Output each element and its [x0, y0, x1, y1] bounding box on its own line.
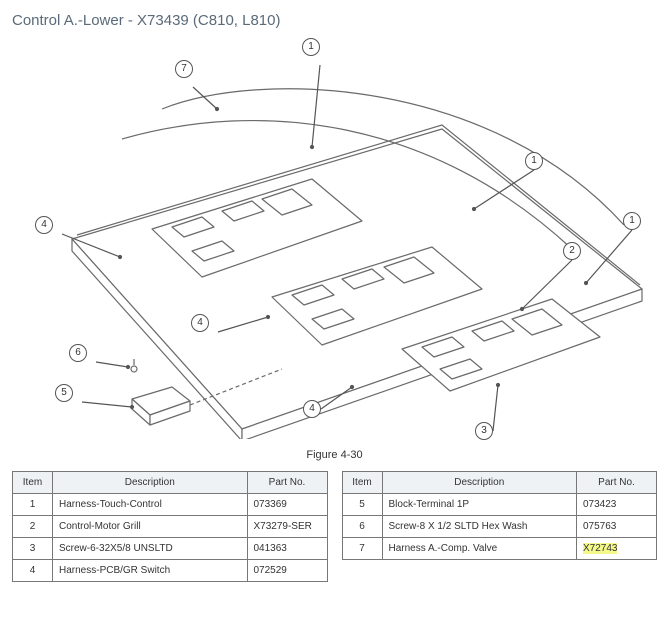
col-part: Part No.: [247, 472, 327, 494]
callout-1: 1: [623, 212, 641, 230]
col-desc: Description: [382, 472, 577, 494]
cell-part: 073369: [247, 494, 327, 516]
cell-item: 2: [13, 516, 53, 538]
col-part: Part No.: [577, 472, 657, 494]
cell-item: 4: [13, 560, 53, 582]
callout-4: 4: [35, 216, 53, 234]
exploded-diagram: 1 7 1 1 2 4 4 4 3 6 5: [12, 39, 657, 439]
parts-table-right: Item Description Part No. 5Block-Termina…: [342, 471, 658, 560]
table-row: 2Control-Motor GrillX73279-SER: [13, 516, 328, 538]
callout-1: 1: [525, 152, 543, 170]
cell-part: 072529: [247, 560, 327, 582]
col-item: Item: [342, 472, 382, 494]
col-item: Item: [13, 472, 53, 494]
figure-label: Figure 4-30: [12, 449, 657, 461]
col-desc: Description: [53, 472, 248, 494]
callout-4: 4: [303, 400, 321, 418]
cell-desc: Screw-8 X 1/2 SLTD Hex Wash: [382, 516, 577, 538]
cell-part: 041363: [247, 538, 327, 560]
cell-item: 3: [13, 538, 53, 560]
cell-desc: Screw-6-32X5/8 UNSLTD: [53, 538, 248, 560]
table-row: 4Harness-PCB/GR Switch072529: [13, 560, 328, 582]
callout-1: 1: [302, 38, 320, 56]
page-title: Control A.-Lower - X73439 (C810, L810): [12, 12, 657, 29]
table-row: 1Harness-Touch-Control073369: [13, 494, 328, 516]
parts-tables: Item Description Part No. 1Harness-Touch…: [12, 471, 657, 582]
cell-part: X72743: [577, 538, 657, 560]
cell-item: 7: [342, 538, 382, 560]
cell-desc: Harness A.-Comp. Valve: [382, 538, 577, 560]
cell-desc: Control-Motor Grill: [53, 516, 248, 538]
cell-part: X73279-SER: [247, 516, 327, 538]
table-row: 3Screw-6-32X5/8 UNSLTD041363: [13, 538, 328, 560]
cell-item: 1: [13, 494, 53, 516]
cell-desc: Block-Terminal 1P: [382, 494, 577, 516]
callout-3: 3: [475, 422, 493, 440]
cell-item: 6: [342, 516, 382, 538]
cell-part: 075763: [577, 516, 657, 538]
callout-2: 2: [563, 242, 581, 260]
cell-item: 5: [342, 494, 382, 516]
callout-6: 6: [69, 344, 87, 362]
cell-part: 073423: [577, 494, 657, 516]
table-row: 7Harness A.-Comp. ValveX72743: [342, 538, 657, 560]
cell-desc: Harness-Touch-Control: [53, 494, 248, 516]
cell-desc: Harness-PCB/GR Switch: [53, 560, 248, 582]
table-row: 6Screw-8 X 1/2 SLTD Hex Wash075763: [342, 516, 657, 538]
callout-4: 4: [191, 314, 209, 332]
callout-5: 5: [55, 384, 73, 402]
parts-table-left: Item Description Part No. 1Harness-Touch…: [12, 471, 328, 582]
callout-7: 7: [175, 60, 193, 78]
table-row: 5Block-Terminal 1P073423: [342, 494, 657, 516]
